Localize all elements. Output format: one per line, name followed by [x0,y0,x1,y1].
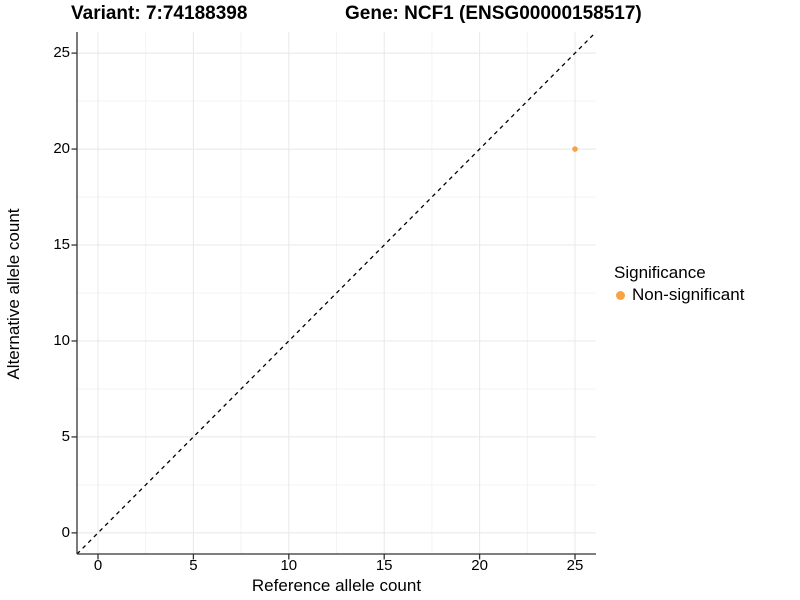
legend-point-icon [616,290,625,300]
x-axis-title: Reference allele count [251,576,422,595]
data-point-non-significant [572,146,578,152]
identity-reference-line [76,31,597,555]
y-tick-label: 5 [61,427,70,445]
y-tick-label: 15 [53,236,70,254]
y-tick-label: 25 [53,44,70,62]
plot-title-variant: Variant: 7:74188398 [71,3,248,24]
x-tick-label: 20 [471,557,488,574]
x-tick-label: 15 [375,557,393,574]
x-tick-label: 5 [189,557,198,574]
legend-items: Non-significant [614,284,744,306]
y-tick-label: 10 [53,331,70,349]
legend-item-label: Non-significant [632,285,745,304]
x-tick-label: 10 [280,557,298,574]
y-axis-title: Alternative allele count [4,208,23,380]
y-tick-label: 20 [53,140,70,158]
legend-title: Significance [614,263,706,282]
y-tick-label: 0 [61,523,70,541]
plot-title-gene: Gene: NCF1 (ENSG00000158517) [345,3,642,24]
x-tick-label: 25 [566,557,584,574]
legend-item: Non-significant [614,284,744,306]
x-tick-label: 0 [93,557,103,574]
legend: Significance Non-significant [614,262,744,306]
